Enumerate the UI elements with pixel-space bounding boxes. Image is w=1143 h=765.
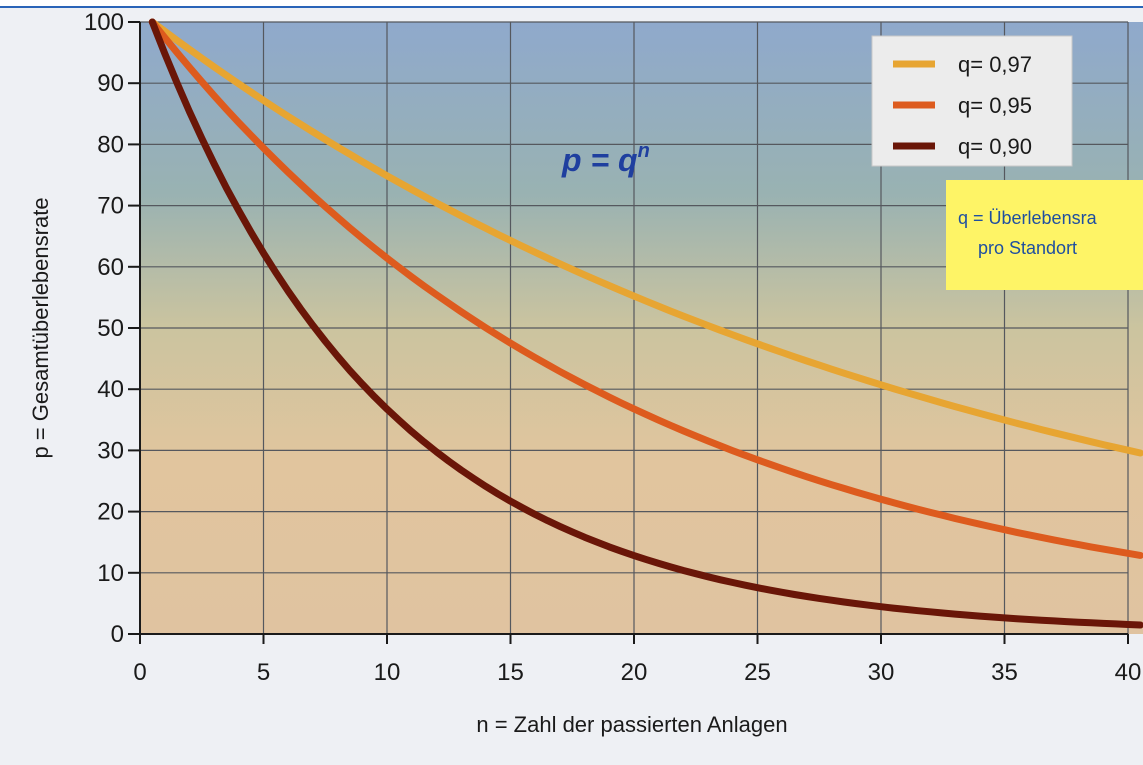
formula-annotation: p = qn xyxy=(561,140,650,178)
note-line-1: q = Überlebensra xyxy=(958,208,1098,228)
x-tick-label: 15 xyxy=(497,659,524,686)
y-tick-label: 20 xyxy=(97,499,124,526)
y-tick-labels: 0 10 20 30 40 50 60 70 80 90 100 xyxy=(84,9,124,648)
x-tick-label: 5 xyxy=(257,659,270,686)
legend-label-0: q= 0,97 xyxy=(958,52,1032,77)
x-tick-label: 35 xyxy=(991,659,1018,686)
legend: q= 0,97 q= 0,95 q= 0,90 xyxy=(871,35,1073,167)
x-tick-label: 0 xyxy=(133,659,146,686)
y-tick-label: 100 xyxy=(84,9,124,36)
x-tick-label: 20 xyxy=(621,659,648,686)
y-tick-label: 60 xyxy=(97,254,124,281)
series-lines xyxy=(148,18,1143,629)
axes xyxy=(128,21,1129,644)
legend-label-1: q= 0,95 xyxy=(958,93,1032,118)
y-tick-label: 50 xyxy=(97,315,124,342)
series-line-1 xyxy=(148,18,1143,559)
series-line-0 xyxy=(148,18,1143,457)
y-tick-label: 80 xyxy=(97,131,124,158)
formula-base: p = q xyxy=(561,142,638,178)
y-tick-label: 70 xyxy=(97,193,124,220)
x-tick-labels: 0 5 10 15 20 25 30 35 40 xyxy=(133,659,1141,686)
y-axis-title: p = Gesamtüberlebensrate xyxy=(28,197,53,458)
y-tick-label: 30 xyxy=(97,437,124,464)
x-tick-label: 30 xyxy=(868,659,895,686)
x-axis-title: n = Zahl der passierten Anlagen xyxy=(476,712,787,737)
formula-exponent: n xyxy=(638,140,650,162)
x-tick-label: 40 xyxy=(1115,659,1142,686)
note-background xyxy=(946,180,1143,290)
x-tick-label: 25 xyxy=(744,659,771,686)
y-tick-label: 40 xyxy=(97,376,124,403)
note-line-2: pro Standort xyxy=(978,238,1077,258)
x-tick-label: 10 xyxy=(374,659,401,686)
y-tick-label: 90 xyxy=(97,70,124,97)
y-tick-label: 10 xyxy=(97,560,124,587)
y-tick-label: 0 xyxy=(111,621,124,648)
series-line-2 xyxy=(148,18,1143,629)
legend-label-2: q= 0,90 xyxy=(958,134,1032,159)
note-box: q = Überlebensra pro Standort xyxy=(946,180,1143,290)
header-strip xyxy=(0,0,1143,8)
